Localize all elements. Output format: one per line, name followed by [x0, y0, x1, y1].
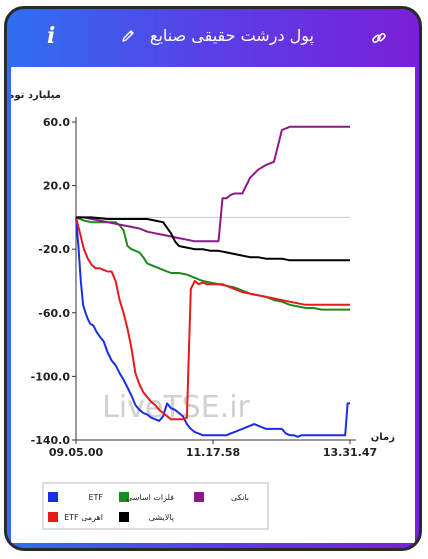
- y-tick-label: 20.0: [43, 180, 70, 193]
- legend-swatch: [119, 512, 129, 522]
- y-axis-label: میلیارد تومان: [11, 90, 61, 101]
- y-tick-label: -20.0: [38, 243, 70, 256]
- chart-svg: میلیارد تومانزمانLiveTSE.ir60.020.0-20.0…: [7, 90, 395, 530]
- card-header: i پول درشت حقیقی صنایع: [7, 9, 419, 67]
- y-tick-label: -140.0: [31, 434, 71, 447]
- legend-label: ETF: [88, 493, 103, 502]
- y-tick-label: 60.0: [43, 116, 70, 129]
- legend-swatch: [48, 492, 58, 502]
- legend-swatch: [48, 512, 58, 522]
- series-line: [75, 217, 350, 438]
- x-axis-label: زمان: [371, 432, 395, 443]
- info-icon[interactable]: i: [47, 23, 56, 49]
- legend-swatch: [119, 492, 129, 502]
- legend-label: ETF اهرمی: [64, 513, 103, 522]
- card-title: پول درشت حقیقی صنایع: [149, 26, 314, 45]
- link-icon[interactable]: [371, 30, 387, 46]
- legend-swatch: [194, 492, 204, 502]
- x-tick-label: 11.17.58: [186, 446, 240, 459]
- legend-label: بانکی: [231, 493, 249, 502]
- legend-box: [42, 482, 269, 530]
- series-line: [76, 125, 350, 243]
- y-tick-label: -60.0: [38, 307, 70, 320]
- legend-label: فلزات اساسی: [126, 493, 174, 502]
- card-frame: i پول درشت حقیقی صنایع میلیارد تومان زمان…: [4, 6, 422, 551]
- legend-label: پالایشی: [149, 513, 174, 522]
- series-line: [75, 216, 350, 311]
- pencil-icon[interactable]: [121, 29, 135, 43]
- chart-panel: میلیارد تومانزمانLiveTSE.ir60.020.0-20.0…: [7, 67, 415, 543]
- x-tick-label: 13.31.47: [323, 446, 377, 459]
- x-tick-label: 09.05.00: [49, 446, 104, 459]
- y-tick-label: -100.0: [31, 370, 71, 383]
- series-line: [76, 216, 350, 262]
- series-line: [75, 217, 350, 421]
